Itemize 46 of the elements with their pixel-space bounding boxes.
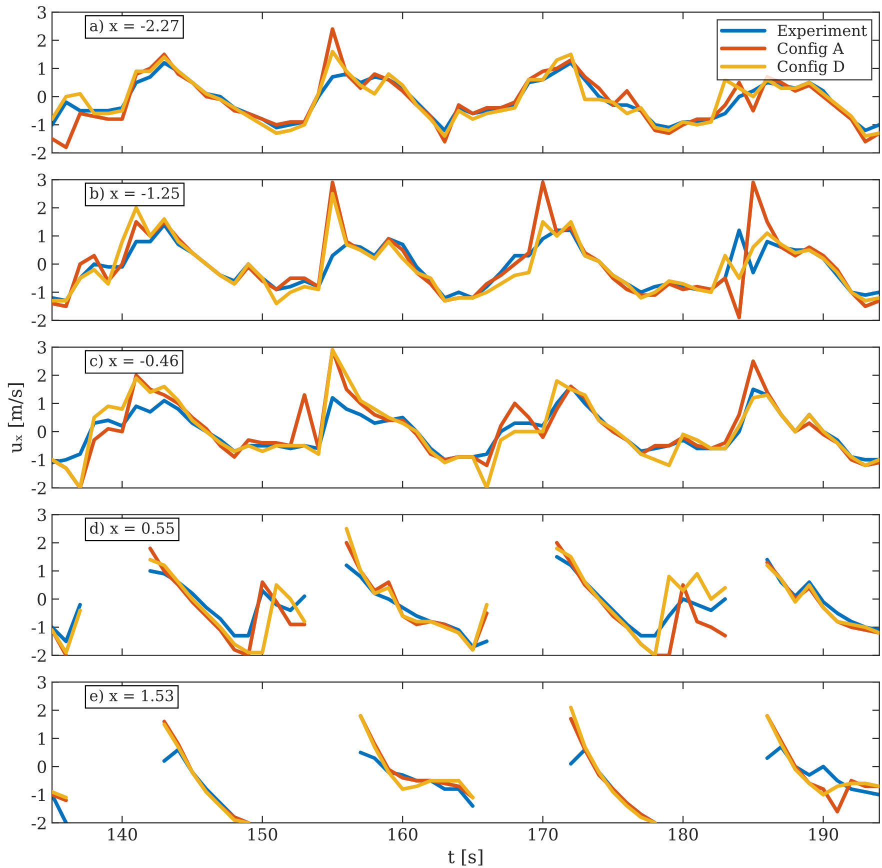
annotation: b) x = -1.25 <box>90 187 179 202</box>
y-tick-label: 1 <box>38 564 45 578</box>
x-tick-label: 150 <box>248 828 278 841</box>
y-tick-label: -1 <box>32 118 45 132</box>
y-tick-label: 0 <box>38 90 46 104</box>
y-tick-label: -1 <box>32 788 45 802</box>
x-tick-label: 160 <box>388 828 418 841</box>
annotation: e) x = 1.53 <box>90 690 174 704</box>
x-tick-label: 180 <box>669 828 698 841</box>
y-tick-label: -1 <box>32 286 45 299</box>
y-tick-label: -2 <box>32 482 46 494</box>
annotation: d) x = 0.55 <box>90 522 174 536</box>
y-tick-label: 1 <box>38 62 45 75</box>
y-tick-label: -2 <box>32 314 46 327</box>
y-tick-label: -2 <box>32 649 46 662</box>
y-tick-label: -2 <box>32 816 46 830</box>
y-tick-label: 2 <box>38 704 46 717</box>
y-tick-label: 0 <box>38 258 46 271</box>
y-tick-label: 0 <box>38 760 46 774</box>
y-tick-label: -1 <box>32 621 45 634</box>
y-tick-label: 1 <box>38 732 45 745</box>
y-tick-label: -1 <box>32 454 45 466</box>
y-tick-label: -2 <box>32 146 46 160</box>
x-tick-label: 170 <box>528 828 558 841</box>
annotation: a) x = -2.27 <box>90 20 178 34</box>
y-tick-label: 3 <box>38 174 46 186</box>
y-tick-label: 0 <box>38 426 46 438</box>
y-tick-label: 3 <box>38 6 46 19</box>
y-tick-label: 2 <box>38 369 46 382</box>
y-tick-label: 3 <box>38 508 46 522</box>
y-tick-label: 2 <box>38 202 46 214</box>
y-tick-label: 0 <box>38 593 46 606</box>
x-tick-label: 140 <box>108 828 137 841</box>
legend-label: Config D <box>778 60 844 76</box>
y-axis-title: uₓ [m/s] <box>8 383 24 453</box>
x-tick-label: 190 <box>809 828 838 841</box>
y-tick-label: 3 <box>38 676 46 689</box>
x-axis-title: t [s] <box>448 849 482 866</box>
annotation: c) x = -0.46 <box>90 354 178 369</box>
y-tick-label: 3 <box>38 341 46 354</box>
legend-label: Experiment <box>778 24 868 40</box>
y-tick-label: 2 <box>38 34 46 47</box>
y-tick-label: 2 <box>38 536 46 550</box>
y-tick-label: 1 <box>38 397 45 410</box>
legend-label: Config A <box>778 42 844 58</box>
y-tick-label: 1 <box>38 230 45 242</box>
